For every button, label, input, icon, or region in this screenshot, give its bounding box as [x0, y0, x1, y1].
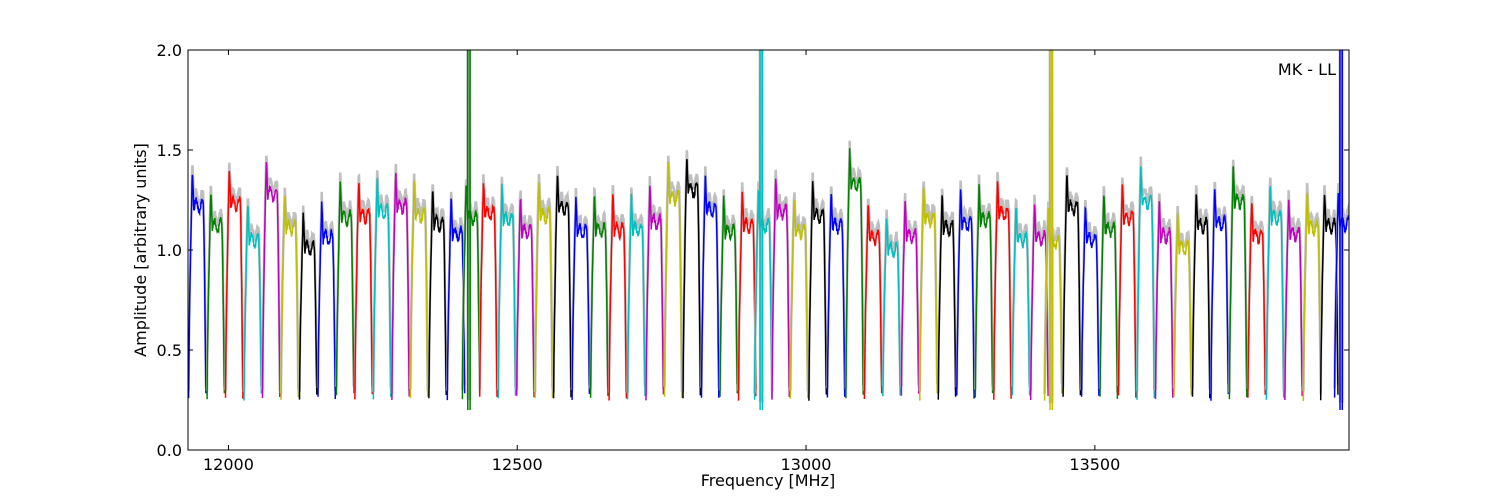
channel-series-29	[719, 195, 739, 397]
x-tick-label: 13500	[1069, 455, 1120, 474]
channel-series-59	[1265, 185, 1285, 400]
axis-ticks: 12000 12500 13000 13500 0.0 0.5 1.0 1.5 2.0	[157, 41, 1349, 474]
y-tick-label: 0.0	[157, 441, 182, 460]
channel-series-15	[461, 50, 481, 411]
channel-series-57	[1228, 166, 1248, 400]
channel-series-5	[280, 196, 300, 400]
channel-series-22	[589, 195, 609, 398]
channel-series-9	[354, 182, 374, 400]
channel-series-45	[1011, 207, 1031, 396]
channel-series-21	[571, 196, 591, 400]
channel-series-38	[882, 218, 901, 397]
x-tick-label: 12000	[203, 455, 254, 474]
channel-series-49	[1080, 205, 1100, 397]
channel-series-6	[298, 212, 318, 400]
channel-series-33	[789, 199, 809, 399]
channel-series-35	[826, 193, 846, 398]
channel-series-41	[937, 195, 957, 400]
channel-series-54	[1173, 213, 1193, 397]
channel-series-19	[534, 182, 554, 399]
x-axis-label: Frequency [MHz]	[701, 471, 835, 490]
channel-series-2	[224, 170, 244, 399]
channel-series-12	[409, 180, 429, 399]
channel-series-60	[1284, 199, 1303, 401]
channel-series-20	[552, 175, 572, 399]
channel-series-61	[1302, 192, 1322, 402]
channel-series-36	[845, 148, 864, 399]
channel-series-27	[682, 159, 702, 399]
channel-series-7	[317, 201, 337, 400]
y-tick-label: 0.5	[157, 341, 182, 360]
y-axis-label: Amplitude [arbitrary units]	[131, 143, 150, 357]
baseline-annotation: MK - LL	[1278, 60, 1336, 79]
channel-series-43	[974, 184, 994, 398]
channel-series-50	[1099, 195, 1119, 399]
x-tick-label: 12500	[492, 455, 543, 474]
channel-series-16	[478, 183, 498, 398]
channel-series-31	[753, 50, 773, 411]
channel-series-23	[608, 194, 628, 401]
channel-series-34	[808, 181, 828, 401]
y-tick-label: 1.5	[157, 141, 182, 160]
channel-series-62	[1319, 194, 1339, 401]
channel-series-40	[919, 187, 938, 401]
channel-series-13	[428, 191, 447, 399]
x-tick-label: 13000	[781, 455, 832, 474]
channel-series-14	[446, 198, 466, 401]
channel-series-56	[1210, 189, 1230, 401]
channel-series-3	[243, 205, 263, 401]
channel-series-32	[771, 178, 791, 400]
channel-series-42	[956, 189, 975, 399]
channel-series-30	[737, 191, 757, 401]
channel-series-51	[1117, 184, 1137, 398]
channel-series-48	[1062, 175, 1082, 397]
channel-series-46	[1029, 204, 1049, 401]
channel-series-47	[1043, 50, 1063, 411]
channel-series-8	[335, 181, 355, 396]
channel-series-26	[663, 161, 683, 399]
y-tick-label: 2.0	[157, 41, 182, 60]
channel-series-11	[391, 172, 410, 400]
channel-series-28	[700, 175, 720, 398]
channel-series-0	[188, 174, 207, 399]
channel-series-17	[497, 183, 517, 399]
y-tick-label: 1.0	[157, 241, 182, 260]
channel-series-10	[372, 178, 392, 400]
channel-series-4	[261, 162, 281, 399]
channel-series-24	[626, 193, 646, 400]
channel-series-25	[645, 185, 665, 401]
channel-series-39	[900, 201, 920, 396]
channel-series-18	[515, 198, 535, 398]
channel-series-44	[993, 181, 1012, 400]
channel-series-1	[206, 194, 226, 400]
plot-area	[188, 50, 1349, 411]
channel-series-58	[1247, 203, 1266, 398]
channel-series-37	[863, 205, 883, 400]
channel-series-55	[1191, 194, 1211, 399]
channel-series-53	[1154, 201, 1174, 399]
channel-series-52	[1136, 166, 1156, 400]
